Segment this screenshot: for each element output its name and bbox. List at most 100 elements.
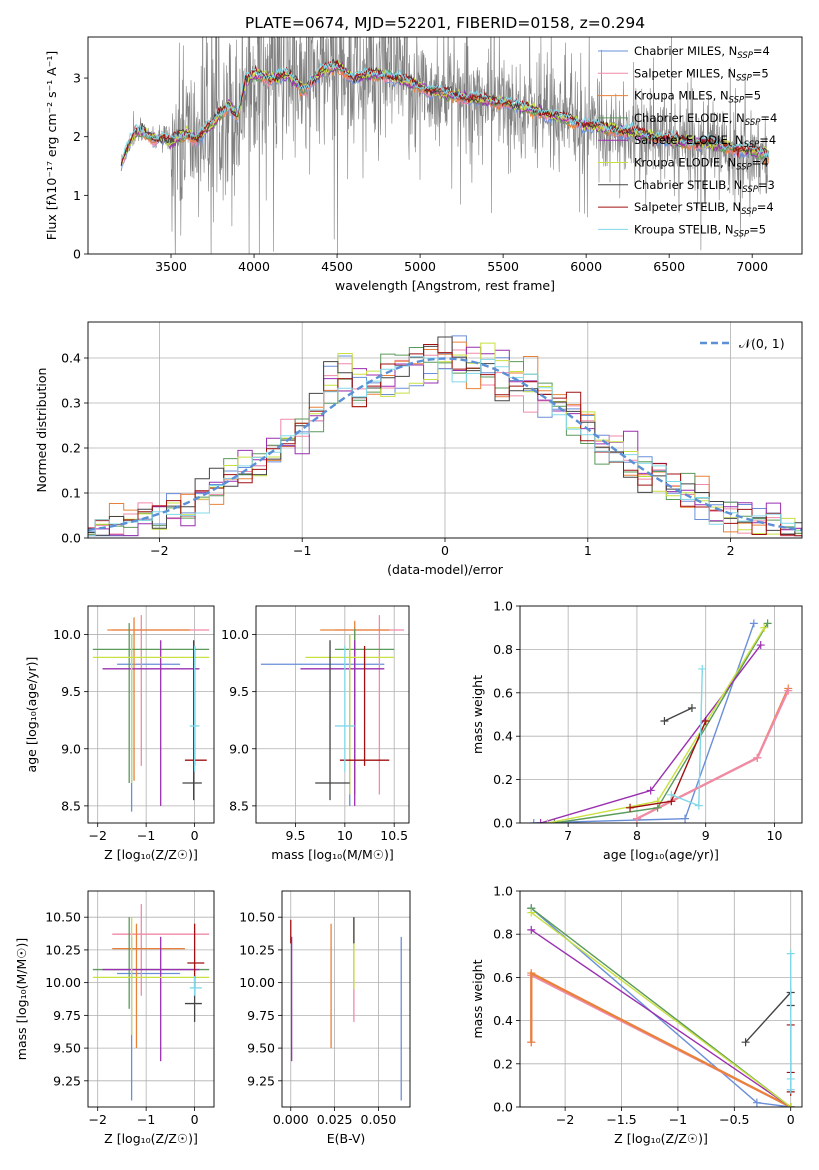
x-tick-label: −2 <box>88 828 106 843</box>
axes-frame <box>255 605 410 824</box>
y-tick-label: 0.3 <box>61 396 81 411</box>
plot-area <box>520 891 802 1107</box>
y-tick-label: 0.2 <box>493 772 513 787</box>
series-line-chabrier-stelib <box>664 707 693 722</box>
plot-area <box>120 37 770 254</box>
legend-label: 𝒩(0, 1) <box>739 336 785 351</box>
age-mass-panel: 9.5 10 10.5 8.5 9.0 9.5 10.0 mass [log₁₀(M/M☉)] <box>221 605 410 862</box>
x-tick-label: 0.000 <box>273 1112 309 1127</box>
x-tick-label: 3500 <box>155 259 187 274</box>
histogram-salpeter-stelib <box>88 344 802 537</box>
y-tick-label: 9.75 <box>247 1008 275 1023</box>
legend-value: =3 <box>758 178 775 192</box>
spectrum-legend: Chabrier MILES, NSSP=4 Salpeter MILES, NS… <box>598 44 777 239</box>
plot-area <box>88 891 214 1107</box>
model-line-chabrier-stelib <box>120 58 769 167</box>
y-tick-label: 10.50 <box>239 910 275 925</box>
y-axis-label: mass weight <box>470 959 485 1038</box>
x-tick-label: 9 <box>702 828 710 843</box>
legend-value: =5 <box>744 89 761 103</box>
y-tick-label: 0.2 <box>61 441 81 456</box>
y-tick-label: 0.6 <box>493 970 513 985</box>
x-axis-label: Z [log₁₀(Z/Z☉)] <box>104 847 198 862</box>
y-axis-label: mass [log₁₀(M/M☉)] <box>14 938 29 1060</box>
y-tick-label: 9.75 <box>53 1008 81 1023</box>
y-tick-label: 0.4 <box>61 351 81 366</box>
series-marker-chabrier-stelib <box>660 717 669 726</box>
plot-area <box>520 606 802 823</box>
y-tick-label: 0.0 <box>493 1100 513 1115</box>
age-z-panel: −2 −1 0 8.5 9.0 9.5 10.0 Z [log₁₀(Z/Z☉)] age [lo… <box>24 605 215 862</box>
legend-label: Salpeter ELODIE, NSSP=4 <box>634 133 776 150</box>
x-tick-label: −2 <box>88 1112 106 1127</box>
legend-label: Chabrier MILES, NSSP=4 <box>634 44 770 61</box>
legend-subscript: SSP <box>742 185 758 195</box>
axes-frame <box>519 890 803 1108</box>
y-tick-label: 10.25 <box>239 942 275 957</box>
series-line-chabrier-stelib <box>745 990 792 1043</box>
x-tick-label: 0 <box>191 1112 199 1127</box>
axes-frame <box>87 36 803 255</box>
y-tick-label: 3 <box>73 71 81 86</box>
legend-subscript: SSP <box>745 118 761 128</box>
x-tick-label: −0.5 <box>719 1112 749 1127</box>
series-line-kroupa-miles <box>530 971 792 1107</box>
x-axis-label: Z [log₁₀(Z/Z☉)] <box>104 1131 198 1146</box>
series-marker-kroupa-stelib <box>786 949 795 958</box>
y-tick-label: 0.2 <box>493 1056 513 1071</box>
legend-value: =4 <box>760 111 777 125</box>
y-tick-label: 1.0 <box>493 599 513 614</box>
y-tick-label: 10.0 <box>221 627 249 642</box>
mass-z-panel: −2 −1 0 9.25 9.50 9.75 10.00 10.25 10.50 Z [log₁₀… <box>14 890 215 1146</box>
x-axis-label: mass [log₁₀(M/M☉)] <box>271 847 393 862</box>
observed-spectrum-line <box>120 37 769 254</box>
histogram-chabrier-stelib <box>88 336 802 536</box>
series-marker-salpeter-stelib <box>701 717 710 726</box>
x-axis-label: Z [log₁₀(Z/Z☉)] <box>614 1131 708 1146</box>
series-marker-kroupa-elodie <box>527 908 536 917</box>
model-line-chabrier-elodie <box>120 67 770 161</box>
series-marker-kroupa-stelib <box>698 664 707 673</box>
series-marker-kroupa-miles <box>527 1038 536 1047</box>
legend-subscript: SSP <box>734 229 750 239</box>
y-tick-label: 0.8 <box>493 927 513 942</box>
y-tick-label: 9.0 <box>61 741 81 756</box>
series-marker-kroupa-stelib <box>786 1074 795 1083</box>
legend-label: Kroupa STELIB, NSSP=5 <box>634 222 766 239</box>
legend-subscript: SSP <box>729 96 745 106</box>
y-tick-label: 9.50 <box>247 1041 275 1056</box>
x-tick-label: 8 <box>633 828 641 843</box>
x-axis-label: E(B-V) <box>327 1131 366 1146</box>
series-marker-salpeter-elodie <box>527 925 536 934</box>
x-axis-label: wavelength [Angstrom, rest frame] <box>335 278 555 293</box>
x-tick-label: 5500 <box>487 259 519 274</box>
x-tick-label: −2 <box>150 543 168 558</box>
y-tick-label: 0.6 <box>493 685 513 700</box>
legend-subscript: SSP <box>736 163 752 173</box>
legend-label: Salpeter STELIB, NSSP=4 <box>634 200 774 217</box>
x-tick-label: 10 <box>767 828 783 843</box>
y-tick-label: 0.0 <box>61 531 81 546</box>
residuals-panel: −2 −1 0 1 2 0.0 0.1 0.2 0.3 0.4 (data-model)/error… <box>34 321 803 577</box>
x-tick-label: 5000 <box>404 259 436 274</box>
series-marker-chabrier-elodie <box>550 819 559 823</box>
x-tick-label: 6500 <box>653 259 685 274</box>
x-tick-label: −2 <box>556 1112 574 1127</box>
weight-age-panel: 7 8 9 10 0.0 0.2 0.4 0.6 0.8 1.0 age [log₁₀(age/yr… <box>470 599 803 862</box>
spectrum-panel: 3500 4000 4500 5000 5500 6000 6500 7000 0 1 2 3 wave… <box>44 36 803 293</box>
legend-value: =4 <box>759 133 776 147</box>
plot-area <box>88 606 214 823</box>
plot-area <box>282 891 410 1107</box>
y-tick-label: 0.1 <box>61 486 81 501</box>
series-marker-kroupa-elodie <box>543 819 552 823</box>
series-marker-kroupa-stelib <box>667 790 676 799</box>
y-tick-label: 10.0 <box>53 627 81 642</box>
mass-ebv-panel: 0.000 0.025 0.050 9.25 9.50 9.75 10.00 10.25 10.… <box>239 890 411 1146</box>
series-marker-salpeter-elodie <box>646 786 655 795</box>
y-tick-label: 9.5 <box>61 684 81 699</box>
x-tick-label: 7 <box>564 828 572 843</box>
plot-area <box>88 322 802 538</box>
histogram-chabrier-elodie <box>88 347 802 535</box>
legend-subscript: SSP <box>737 51 753 61</box>
y-tick-label: 10.00 <box>45 975 81 990</box>
